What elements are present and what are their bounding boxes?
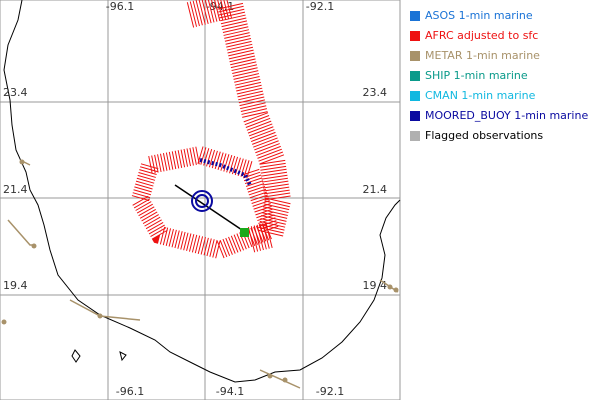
lat-label: 21.4 [363, 183, 388, 196]
lat-label: 19.4 [3, 279, 28, 292]
buoy-circle [191, 190, 213, 212]
map-frame [0, 0, 401, 400]
grid-labels: -96.1 -94.1 -92.1-96.1 -94.1 -92.123.421.419… [3, 0, 387, 398]
legend-swatch [410, 91, 420, 101]
legend-swatch [410, 131, 420, 141]
legend: ASOS 1-min marine AFRC adjusted to sfc MET… [410, 9, 588, 142]
island [71, 349, 127, 363]
lon-label: -92.1 [306, 0, 334, 13]
lon-label: -92.1 [316, 385, 344, 398]
buoy-barbs [199, 158, 252, 186]
legend-swatch [410, 11, 420, 21]
legend-label: METAR 1-min marine [425, 49, 540, 62]
legend-swatch [410, 71, 420, 81]
lat-label: 23.4 [363, 86, 388, 99]
metar-dots [1, 159, 399, 383]
legend-label: SHIP 1-min marine [425, 69, 528, 82]
station-marker [240, 228, 249, 237]
coastline [3, 0, 401, 383]
legend-label: MOORED_BUOY 1-min marine [425, 109, 588, 122]
graticule [0, 0, 400, 400]
legend-swatch [410, 111, 420, 121]
legend-label: CMAN 1-min marine [425, 89, 536, 102]
lat-label: 23.4 [3, 86, 28, 99]
wind-barbs [1, 0, 399, 389]
lat-label: 19.4 [363, 279, 388, 292]
aircraft-barb-fan [130, 145, 282, 260]
lon-label: -96.1 [116, 385, 144, 398]
lon-label: -96.1 [106, 0, 134, 13]
buoy-circle [195, 194, 209, 208]
legend-label: ASOS 1-min marine [425, 9, 533, 22]
legend-swatch [410, 51, 420, 61]
legend-swatch [410, 31, 420, 41]
lat-label: 21.4 [3, 183, 28, 196]
lon-label: -94.1 [216, 385, 244, 398]
legend-label: AFRC adjusted to sfc [425, 29, 538, 42]
legend-label: Flagged observations [425, 129, 543, 142]
